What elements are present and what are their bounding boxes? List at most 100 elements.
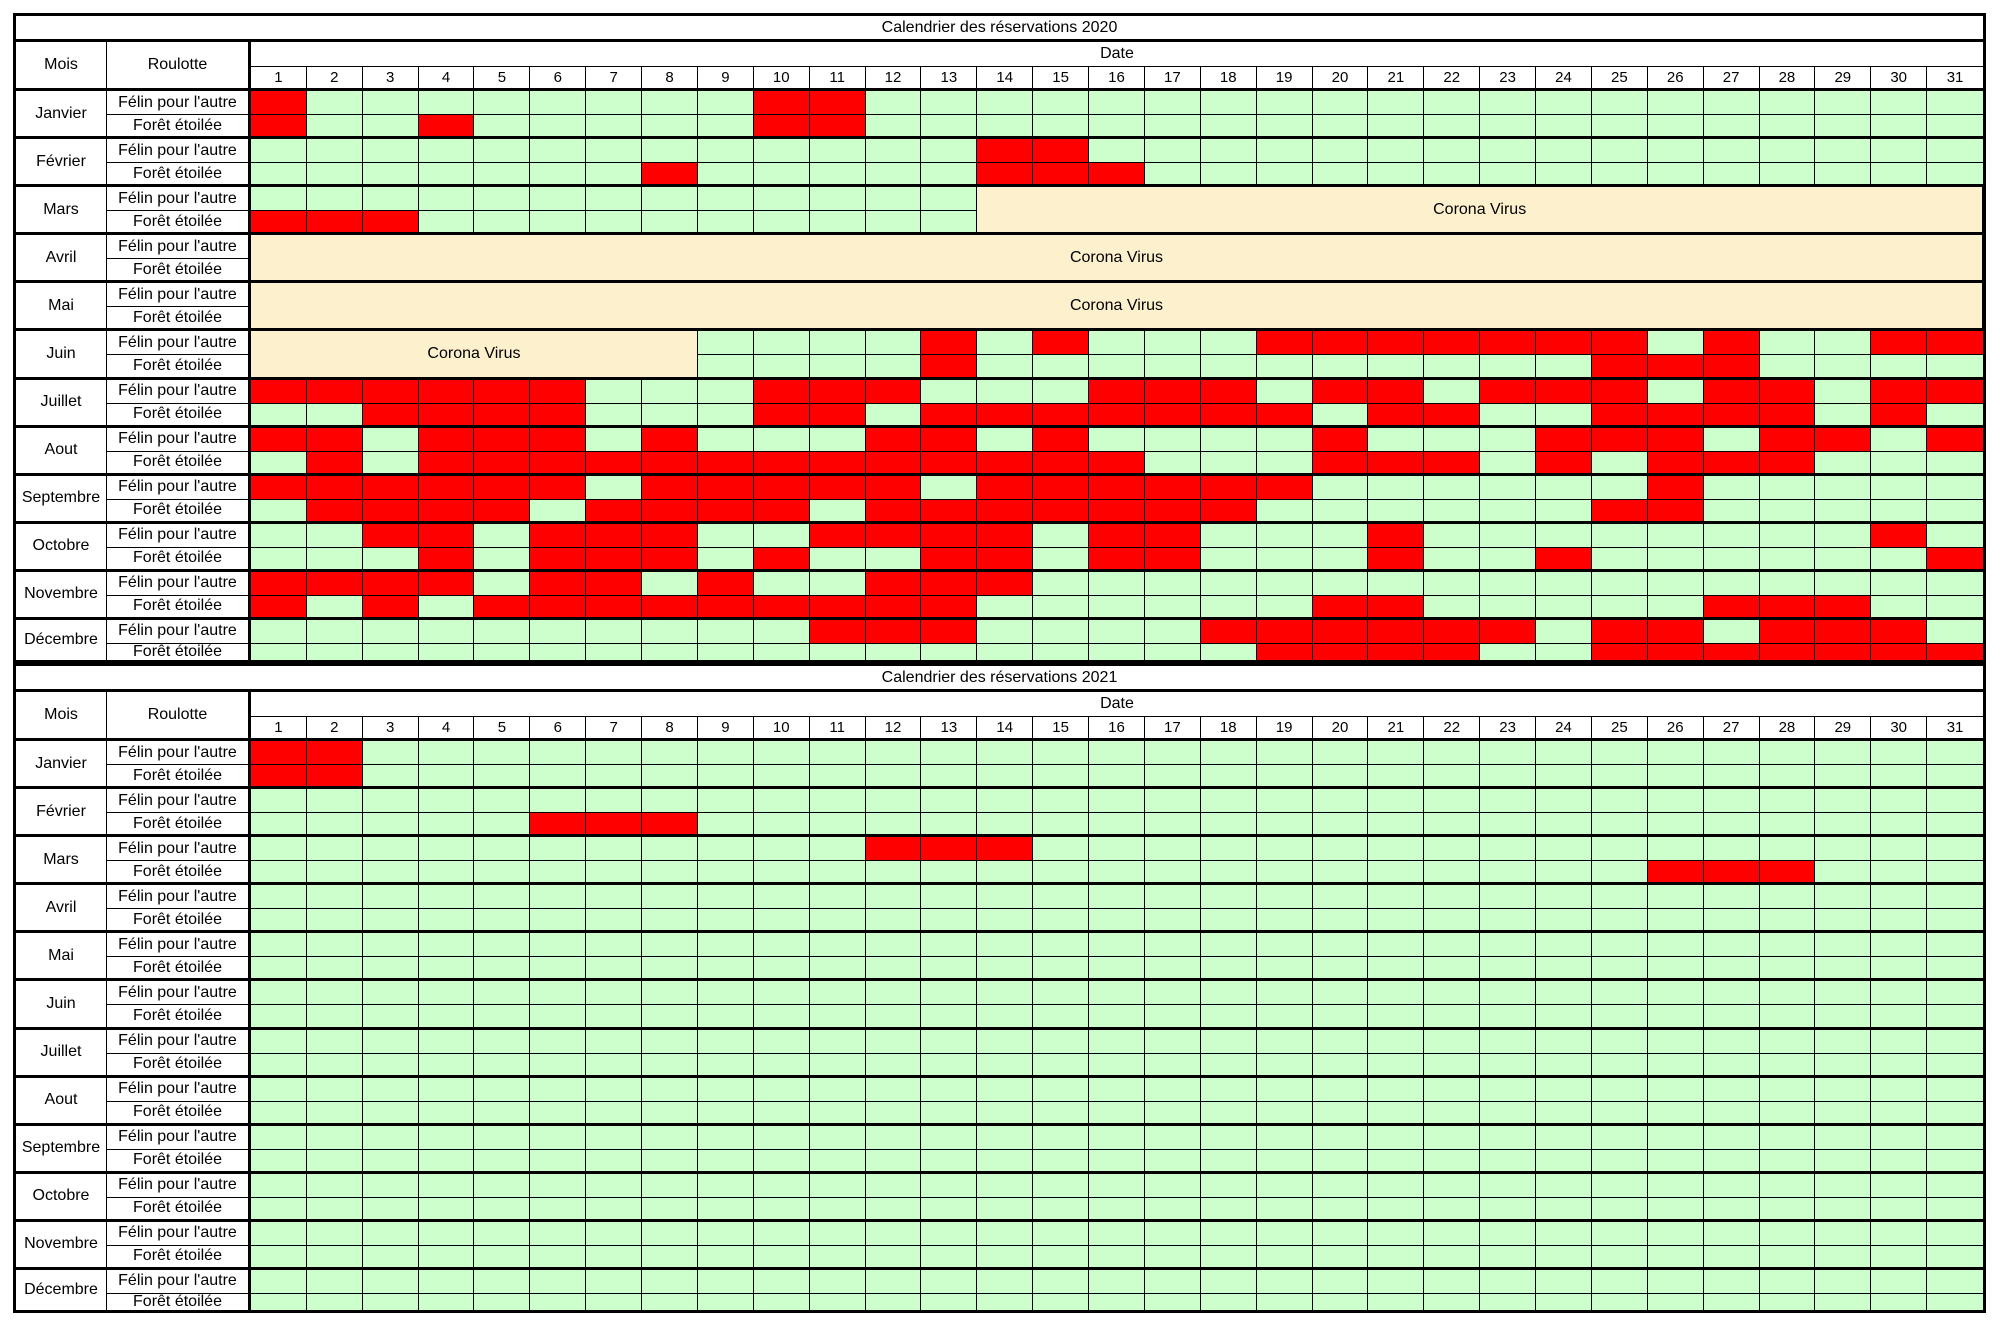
free-cell[interactable]: [530, 499, 587, 524]
free-cell[interactable]: [753, 837, 810, 862]
free-cell[interactable]: [1871, 1125, 1928, 1150]
free-cell[interactable]: [809, 1005, 866, 1030]
booked-cell[interactable]: [1089, 403, 1145, 428]
free-cell[interactable]: [1033, 379, 1090, 404]
free-cell[interactable]: [1256, 139, 1313, 164]
free-cell[interactable]: [1089, 741, 1145, 766]
booked-cell[interactable]: [1200, 475, 1257, 500]
free-cell[interactable]: [306, 1293, 363, 1310]
free-cell[interactable]: [362, 643, 419, 660]
free-cell[interactable]: [1703, 571, 1760, 596]
booked-cell[interactable]: [1703, 861, 1760, 886]
free-cell[interactable]: [530, 861, 587, 886]
free-cell[interactable]: [642, 909, 698, 934]
booked-cell[interactable]: [362, 403, 419, 428]
free-cell[interactable]: [1312, 741, 1369, 766]
free-cell[interactable]: [1256, 813, 1313, 838]
free-cell[interactable]: [865, 741, 922, 766]
free-cell[interactable]: [586, 789, 643, 814]
free-cell[interactable]: [1480, 1029, 1537, 1054]
booked-cell[interactable]: [642, 595, 698, 620]
free-cell[interactable]: [1536, 837, 1592, 862]
free-cell[interactable]: [1033, 981, 1090, 1006]
free-cell[interactable]: [474, 115, 531, 140]
free-cell[interactable]: [1871, 475, 1928, 500]
free-cell[interactable]: [865, 765, 922, 790]
free-cell[interactable]: [1424, 1221, 1481, 1246]
free-cell[interactable]: [1480, 523, 1537, 548]
free-cell[interactable]: [1256, 909, 1313, 934]
free-cell[interactable]: [362, 741, 419, 766]
free-cell[interactable]: [1256, 1197, 1313, 1222]
free-cell[interactable]: [1536, 91, 1592, 116]
free-cell[interactable]: [753, 163, 810, 188]
free-cell[interactable]: [977, 379, 1034, 404]
free-cell[interactable]: [697, 1197, 754, 1222]
free-cell[interactable]: [1424, 957, 1481, 982]
free-cell[interactable]: [1033, 355, 1090, 380]
free-cell[interactable]: [1144, 1245, 1201, 1270]
free-cell[interactable]: [977, 1269, 1034, 1294]
free-cell[interactable]: [362, 1245, 419, 1270]
free-cell[interactable]: [1759, 1197, 1816, 1222]
free-cell[interactable]: [418, 1077, 475, 1102]
booked-cell[interactable]: [474, 451, 531, 476]
free-cell[interactable]: [1144, 451, 1201, 476]
free-cell[interactable]: [697, 933, 754, 958]
free-cell[interactable]: [1536, 789, 1592, 814]
free-cell[interactable]: [1927, 909, 1983, 934]
free-cell[interactable]: [1703, 1149, 1760, 1174]
free-cell[interactable]: [921, 1197, 978, 1222]
free-cell[interactable]: [586, 427, 643, 452]
booked-cell[interactable]: [1312, 619, 1369, 644]
free-cell[interactable]: [1647, 1149, 1704, 1174]
free-cell[interactable]: [697, 211, 754, 236]
free-cell[interactable]: [1480, 163, 1537, 188]
free-cell[interactable]: [1647, 91, 1704, 116]
free-cell[interactable]: [865, 1077, 922, 1102]
free-cell[interactable]: [1927, 1197, 1983, 1222]
free-cell[interactable]: [530, 115, 587, 140]
free-cell[interactable]: [1591, 1245, 1648, 1270]
free-cell[interactable]: [921, 1149, 978, 1174]
free-cell[interactable]: [642, 403, 698, 428]
free-cell[interactable]: [1927, 1077, 1983, 1102]
free-cell[interactable]: [1480, 741, 1537, 766]
free-cell[interactable]: [1647, 1029, 1704, 1054]
booked-cell[interactable]: [418, 523, 475, 548]
free-cell[interactable]: [1033, 619, 1090, 644]
free-cell[interactable]: [1312, 1293, 1369, 1310]
free-cell[interactable]: [1759, 523, 1816, 548]
free-cell[interactable]: [1033, 813, 1090, 838]
free-cell[interactable]: [1480, 355, 1537, 380]
booked-cell[interactable]: [1815, 427, 1872, 452]
free-cell[interactable]: [1647, 1197, 1704, 1222]
booked-cell[interactable]: [418, 547, 475, 572]
free-cell[interactable]: [362, 187, 419, 212]
booked-cell[interactable]: [977, 403, 1034, 428]
free-cell[interactable]: [865, 1269, 922, 1294]
booked-cell[interactable]: [1033, 451, 1090, 476]
free-cell[interactable]: [1312, 1125, 1369, 1150]
free-cell[interactable]: [1536, 1269, 1592, 1294]
free-cell[interactable]: [1144, 885, 1201, 910]
free-cell[interactable]: [1480, 139, 1537, 164]
free-cell[interactable]: [1871, 741, 1928, 766]
free-cell[interactable]: [1256, 1173, 1313, 1198]
free-cell[interactable]: [1200, 1125, 1257, 1150]
free-cell[interactable]: [418, 139, 475, 164]
free-cell[interactable]: [697, 1029, 754, 1054]
free-cell[interactable]: [642, 885, 698, 910]
free-cell[interactable]: [1759, 91, 1816, 116]
free-cell[interactable]: [1144, 1149, 1201, 1174]
free-cell[interactable]: [1591, 1053, 1648, 1078]
booked-cell[interactable]: [921, 427, 978, 452]
free-cell[interactable]: [753, 741, 810, 766]
free-cell[interactable]: [1144, 981, 1201, 1006]
free-cell[interactable]: [921, 957, 978, 982]
free-cell[interactable]: [809, 885, 866, 910]
free-cell[interactable]: [362, 1053, 419, 1078]
booked-cell[interactable]: [1591, 499, 1648, 524]
free-cell[interactable]: [865, 139, 922, 164]
free-cell[interactable]: [921, 1101, 978, 1126]
